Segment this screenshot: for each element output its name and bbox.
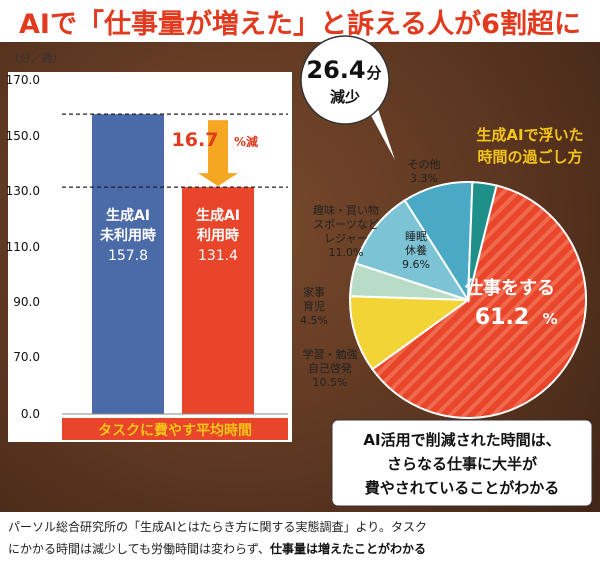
pie-value-childcare: 4.5%	[300, 314, 328, 327]
pie-label-other: その他	[408, 158, 441, 171]
pie-slice	[354, 198, 471, 302]
bar	[92, 114, 164, 414]
pie-label-hobby: 趣味・買い物	[313, 203, 379, 217]
callout-line3: 費やされていることがわかる	[365, 479, 560, 497]
pie-label-sleep: 休養	[405, 243, 427, 257]
title-bar: AIで「仕事量が増えた」と訴える人が6割超に	[0, 0, 600, 42]
callout-box: AI活用で削減された時間は、 さらなる仕事に大半が 費やされていることがわかる	[331, 419, 593, 507]
pie-slice	[371, 184, 587, 419]
callout-line2: さらなる仕事に大半が	[387, 455, 538, 473]
bar-category-label: 利用時	[197, 227, 239, 244]
y-tick-label: 0.0	[21, 407, 40, 421]
y-tick-label: 170.0	[6, 73, 40, 87]
reduction-unit: 分	[366, 64, 381, 82]
bar-bottom-label-bg	[62, 418, 288, 440]
y-tick-label: 130.0	[6, 184, 40, 198]
y-tick-label: 70.0	[13, 350, 40, 364]
pie-label-work: 仕事をする	[464, 277, 555, 299]
pie-title-line1: 生成AIで浮いた	[476, 126, 583, 144]
caption-line2: にかかる時間は減少しても労働時間は変わらず、仕事量は増えたことがわかる	[8, 540, 426, 557]
caption-line2-plain: にかかる時間は減少しても労働時間は変わらず、	[8, 542, 270, 556]
bar-value-label: 157.8	[108, 248, 148, 264]
pie-slice	[467, 181, 498, 301]
pie-label-study: 自己啓発	[308, 361, 352, 375]
pie-label-study: 学習・勉強	[303, 347, 358, 361]
decrease-unit: %減	[234, 134, 258, 149]
bar	[182, 187, 254, 414]
bar-value-label: 131.4	[198, 248, 238, 264]
pie-value-sleep: 9.6%	[402, 258, 430, 271]
pie-title-line2: 時間の過ごし方	[477, 148, 582, 166]
caption-line1: パーソル総合研究所の「生成AIとはたらき方に関する実態調査」より。タスク	[8, 520, 428, 534]
pie-label-childcare: 育児	[303, 299, 325, 313]
callout-line1: AI活用で削減された時間は、	[363, 431, 560, 449]
page-title: AIで「仕事量が増えた」と訴える人が6割超に	[19, 8, 581, 40]
y-axis-unit: （分／週）	[9, 52, 64, 65]
decrease-percent: 16.7	[172, 129, 219, 151]
y-tick-label: 90.0	[13, 295, 40, 309]
reduction-bubble: 26.4 分 減少	[300, 35, 395, 160]
pie-slice	[349, 295, 471, 371]
pie-value-work: 61.2	[475, 305, 529, 330]
pie-value-other: 3.3%	[410, 172, 438, 185]
bar-chart: （分／週） 0.0 70.0 90.0 110.0 130.0 150.0 170.0 生成AI…	[6, 52, 288, 440]
pie-label-hobby: レジャー	[324, 232, 367, 245]
bar-category-label: 生成AI	[106, 207, 150, 224]
decrease-arrow-icon	[198, 173, 238, 187]
bar-bottom-label: タスクに費やす平均時間	[98, 422, 252, 439]
caption-line2-bold: 仕事量は増えたことがわかる	[269, 542, 426, 556]
pie-value-hobby: 11.0%	[329, 246, 364, 259]
decrease-arrow-shaft	[208, 120, 228, 176]
y-tick-label: 150.0	[6, 129, 40, 143]
caption: パーソル総合研究所の「生成AIとはたらき方に関する実態調査」より。タスク にかか…	[0, 512, 600, 564]
bar-category-label: 未利用時	[100, 227, 156, 244]
pie-unit-work: %	[542, 310, 557, 328]
reduction-label: 減少	[330, 88, 360, 106]
pie-label-hobby: スポーツなど	[313, 218, 379, 231]
y-tick-label: 110.0	[6, 240, 40, 254]
pie-label-sleep: 睡眠	[405, 230, 427, 243]
reduction-value: 26.4	[306, 56, 365, 84]
bar-category-label: 生成AI	[196, 207, 240, 224]
pie-value-study: 10.5%	[313, 376, 348, 389]
pie-label-childcare: 家事	[303, 285, 325, 299]
